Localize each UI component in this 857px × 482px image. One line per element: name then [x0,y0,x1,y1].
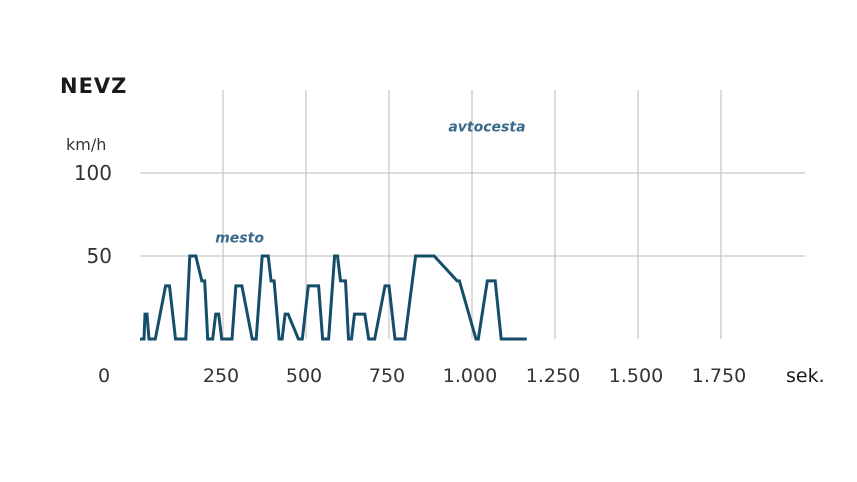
annotations: mesto avtocesta [215,120,525,247]
x-tick-label: 750 [369,365,405,387]
y-axis-unit-label: km/h [66,135,106,154]
grid-lines [140,90,805,339]
chart-title: NEVZ [60,74,127,98]
x-tick-label: 0 [98,365,110,387]
speed-series-line [140,254,527,341]
x-tick-label: 1.500 [609,365,663,387]
x-tick-label: 1.750 [692,365,746,387]
y-axis-ticks: 50 100 [74,161,112,268]
x-tick-label: 1.250 [526,365,580,387]
x-axis-unit-label: sek. [786,365,825,387]
x-axis-ticks: 0 250 500 750 1.000 1.250 1.500 1.750 [98,365,746,387]
y-tick-label: 100 [74,161,112,185]
y-tick-label: 50 [87,244,112,268]
x-tick-label: 250 [203,365,239,387]
series-layer [140,254,527,341]
annotation-label: avtocesta [448,120,525,136]
x-tick-label: 500 [286,365,322,387]
annotation-label: mesto [215,231,264,247]
x-tick-label: 1.000 [443,365,497,387]
